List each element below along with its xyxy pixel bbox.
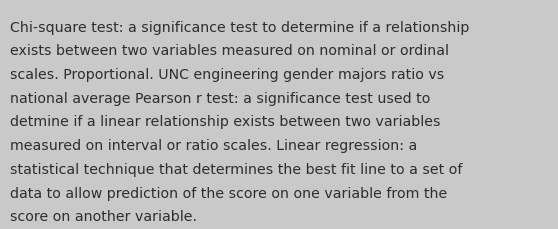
- Text: data to allow prediction of the score on one variable from the: data to allow prediction of the score on…: [10, 186, 448, 200]
- Text: detmine if a linear relationship exists between two variables: detmine if a linear relationship exists …: [10, 115, 441, 129]
- Text: statistical technique that determines the best fit line to a set of: statistical technique that determines th…: [10, 162, 463, 176]
- Text: Chi-square test: a significance test to determine if a relationship: Chi-square test: a significance test to …: [10, 21, 469, 35]
- Text: national average Pearson r test: a significance test used to: national average Pearson r test: a signi…: [10, 91, 430, 105]
- Text: exists between two variables measured on nominal or ordinal: exists between two variables measured on…: [10, 44, 449, 58]
- Text: score on another variable.: score on another variable.: [10, 209, 197, 223]
- Text: scales. Proportional. UNC engineering gender majors ratio vs: scales. Proportional. UNC engineering ge…: [10, 68, 444, 82]
- Text: measured on interval or ratio scales. Linear regression: a: measured on interval or ratio scales. Li…: [10, 139, 417, 153]
